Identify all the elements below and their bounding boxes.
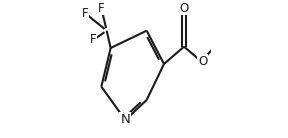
Text: O: O (198, 55, 207, 68)
Text: N: N (120, 113, 130, 126)
Text: F: F (90, 34, 97, 47)
Text: F: F (82, 7, 89, 20)
Text: F: F (98, 2, 105, 14)
Text: O: O (179, 2, 189, 14)
